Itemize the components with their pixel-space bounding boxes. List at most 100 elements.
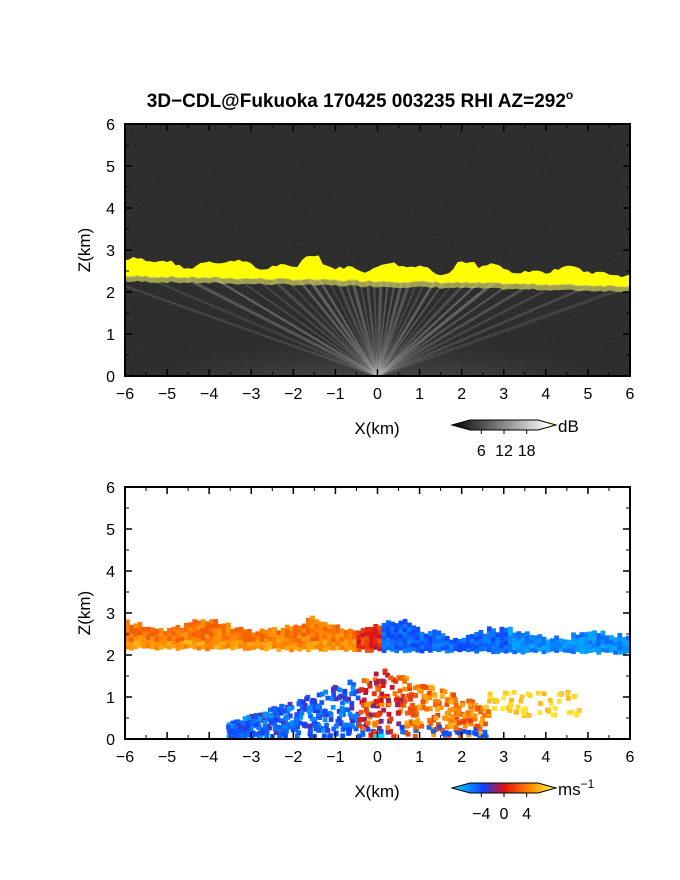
velocity-cell (200, 623, 206, 629)
velocity-cell (213, 623, 219, 629)
velocity-cell (233, 719, 239, 725)
velocity-cell (550, 642, 555, 648)
velocity-cell (410, 709, 416, 715)
velocity-cell (316, 711, 321, 717)
velocity-cell (520, 637, 526, 642)
velocity-cell (226, 639, 231, 645)
velocity-cell (545, 643, 551, 649)
velocity-cell (474, 632, 480, 637)
velocity-colorbar-unit: ms−1 (558, 777, 595, 799)
velocity-cell (407, 635, 412, 640)
backscatter-ray (376, 278, 420, 376)
velocity-cell (499, 643, 505, 649)
velocity-cell (137, 634, 143, 640)
backscatter-colorbar-bar (450, 419, 558, 431)
velocity-cell (183, 639, 189, 645)
velocity-cell (596, 637, 602, 643)
velocity-cell (509, 697, 514, 703)
velocity-cell (311, 720, 317, 726)
velocity-cell (280, 731, 286, 736)
velocity-cell (512, 632, 517, 638)
velocity-cell (162, 639, 168, 645)
velocity-cell (297, 646, 303, 652)
velocity-cell (378, 697, 384, 703)
velocity-cell (183, 643, 189, 649)
velocity-cell (337, 695, 342, 700)
velocity-cell (188, 634, 193, 640)
velocity-cell (171, 631, 177, 636)
chart-title: 3D−CDL@Fukuoka 170425 003235 RHI AZ=292o (147, 88, 574, 112)
velocity-cell (167, 644, 172, 650)
velocity-cell (407, 683, 412, 688)
velocity-cell (386, 701, 392, 707)
velocity-cell (433, 715, 439, 721)
velocity-cell (258, 732, 264, 738)
velocity-cell (285, 709, 290, 714)
velocity-cell (537, 634, 543, 639)
velocity-cell (566, 643, 572, 649)
velocity-cell (450, 714, 455, 720)
velocity-cell (436, 630, 442, 636)
y-tick-label: 6 (106, 480, 115, 497)
velocity-cell (297, 634, 303, 639)
velocity-cell (289, 705, 295, 710)
velocity-cell (371, 691, 377, 697)
x-tick-label: 1 (415, 749, 424, 766)
x-tick-label: 0 (373, 386, 382, 403)
velocity-cell (272, 635, 278, 641)
velocity-cell (230, 645, 235, 651)
velocity-cell (444, 636, 450, 641)
velocity-cell (306, 643, 311, 648)
velocity-cell (390, 630, 395, 635)
velocity-cell (179, 640, 185, 646)
velocity-cell (245, 730, 251, 736)
velocity-cell (268, 632, 273, 637)
backscatter-plot-area (125, 124, 630, 376)
velocity-cell (343, 646, 349, 652)
velocity-cell (398, 697, 404, 703)
velocity-cell (374, 680, 379, 686)
velocity-cell (568, 709, 574, 715)
velocity-cell (478, 638, 484, 644)
velocity-cell (440, 727, 445, 733)
velocity-cell (301, 700, 306, 705)
velocity-cell (461, 642, 467, 647)
velocity-cell (450, 724, 456, 729)
velocity-cell (432, 642, 437, 647)
velocity-cell (365, 726, 371, 732)
velocity-cell (349, 701, 355, 706)
velocity-cell (404, 675, 410, 681)
x-tick-label: −6 (116, 386, 134, 403)
colorbar-tick-label: 18 (518, 443, 536, 460)
velocity-cell (503, 627, 509, 633)
velocity-cell (209, 644, 214, 650)
velocity-cell (503, 648, 509, 654)
velocity-cell (297, 698, 303, 704)
velocity-cell (360, 632, 366, 637)
velocity-cell (373, 640, 379, 646)
velocity-cell (514, 709, 519, 715)
backscatter-ylabel: Z(km) (75, 228, 94, 272)
backscatter-xlabel: X(km) (354, 419, 399, 438)
velocity-cell (296, 730, 301, 736)
backscatter-ray (376, 284, 630, 376)
velocity-cell (237, 731, 243, 737)
velocity-cell (533, 635, 538, 641)
velocity-cell (574, 710, 580, 716)
velocity-cell (472, 713, 478, 719)
velocity-cell (453, 646, 458, 652)
velocity-cell (196, 620, 202, 626)
velocity-cell (276, 642, 282, 648)
velocity-cell (575, 647, 581, 652)
velocity-cell (243, 726, 248, 732)
velocity-cell (508, 635, 513, 640)
velocity-cell (125, 640, 130, 646)
velocity-cell (378, 729, 384, 734)
velocity-cell (495, 649, 501, 654)
velocity-cell (410, 703, 416, 708)
velocity-cell (297, 638, 303, 643)
velocity-colorbar-ticks: −4 0 4 (472, 793, 531, 823)
velocity-cell (411, 625, 416, 631)
velocity-cell (310, 615, 315, 621)
